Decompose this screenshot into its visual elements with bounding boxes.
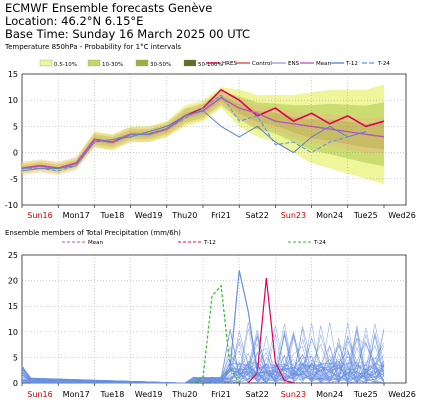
y-tick-label: -10 [5, 201, 18, 210]
x-tick-label: Sun23 [281, 390, 306, 399]
x-tick-label: Mon24 [316, 390, 343, 399]
x-tick-label: Sat22 [246, 390, 269, 399]
prob-legend-label: 50-100% [198, 62, 223, 68]
series-legend-label: T-24 [377, 61, 390, 67]
x-tick-label: Wed26 [388, 390, 416, 399]
series-legend-label: ENS [288, 61, 300, 67]
series-legend-label: Control [252, 61, 272, 67]
x-tick-label: Tue18 [99, 390, 124, 399]
chart2-legend: Mean T-12 T-24 [62, 240, 326, 246]
peak-line-hres [247, 277, 294, 384]
series-legend-label: HRES [222, 61, 237, 67]
y-tick-label: 0 [13, 379, 18, 388]
chart1-title: Temperature 850hPa - Probability for 1°C… [5, 43, 182, 51]
precipitation-chart: 0 5 10 15 20 25 Sun16 Mon17 Tue18 Wed19 Thu20 Fri21… [8, 251, 416, 399]
series-legend-label: Mean [88, 240, 103, 246]
x-tick-label: Fri21 [211, 211, 231, 220]
x-tick-label: Tue18 [99, 211, 124, 220]
prob-legend-swatch [87, 59, 101, 67]
prob-legend-swatch [39, 59, 53, 67]
y-tick-label: 0 [13, 149, 18, 158]
ensemble-member-line [21, 341, 385, 384]
prob-legend-swatch [183, 59, 197, 67]
prob-legend-label: 10-30% [102, 62, 123, 68]
x-tick-label: Thu20 [171, 211, 197, 220]
x-tick-label: Mon17 [63, 390, 90, 399]
ensemble-member-line [21, 326, 385, 384]
ensemble-member-line [21, 323, 385, 384]
probability-band-10-30 [22, 90, 384, 172]
ensemble-member-line [21, 335, 385, 384]
x-tick-label: Fri21 [211, 390, 231, 399]
title-line1: ECMWF Ensemble forecasts Genève [5, 1, 213, 15]
chart1-legend: 0.5-10% 10-30% 30-50% 50-100% HRES Control ENS… [39, 59, 390, 68]
x-tick-label: Tue25 [353, 390, 378, 399]
y-tick-label: -5 [10, 175, 18, 184]
x-tick-label: Sun16 [27, 390, 52, 399]
x-tick-label: Sat22 [246, 211, 269, 220]
series-legend-label: Mean [316, 61, 331, 67]
series-legend-label: T-12 [203, 240, 216, 246]
y-tick-label: 5 [13, 122, 18, 131]
y-tick-label: 25 [8, 251, 18, 260]
x-tick-label: Mon24 [316, 211, 343, 220]
peak-line-t-24 [193, 284, 240, 384]
series-legend-label: T-12 [345, 61, 358, 67]
x-tick-label: Mon17 [63, 211, 90, 220]
x-tick-label: Wed19 [135, 211, 163, 220]
peak-line-t-12 [220, 270, 267, 384]
series-legend-label: T-24 [313, 240, 326, 246]
prob-legend-label: 30-50% [150, 62, 171, 68]
y-tick-label: 15 [8, 302, 18, 311]
y-tick-label: 5 [13, 353, 18, 362]
title-basetime: Base Time: Sunday 16 March 2025 00 UTC [5, 27, 251, 41]
x-tick-label: Thu20 [171, 390, 197, 399]
y-tick-label: 10 [8, 328, 18, 337]
y-tick-label: 10 [8, 96, 18, 105]
x-tick-label: Sun23 [281, 211, 306, 220]
temperature-chart: -10 -5 0 5 10 15 Sun16 Mon17 Tue18 Wed19 Thu20 Fri2… [5, 70, 416, 220]
y-tick-label: 15 [8, 70, 18, 79]
prob-legend-label: 0.5-10% [54, 62, 77, 68]
x-tick-label: Wed26 [388, 211, 416, 220]
prob-legend-swatch [135, 59, 149, 67]
ensemble-plume [22, 89, 384, 176]
series-line-t-24 [22, 94, 348, 172]
x-tick-label: Sun16 [27, 211, 52, 220]
y-tick-label: 20 [8, 277, 18, 286]
chart2-title: Ensemble members of Total Precipitation … [5, 229, 181, 237]
x-tick-label: Tue25 [353, 211, 378, 220]
title-location: Location: 46.2°N 6.15°E [5, 14, 144, 28]
x-tick-label: Wed19 [135, 390, 163, 399]
